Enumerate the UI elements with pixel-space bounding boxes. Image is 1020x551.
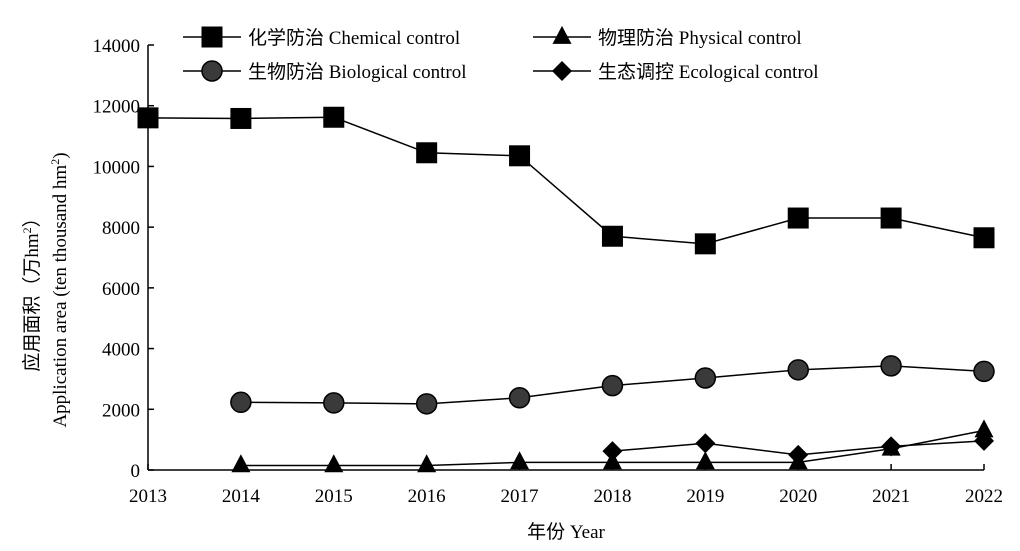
y-tick-label: 8000 [102,218,140,239]
series-biological-point [880,355,902,377]
x-ticks: 2013 2014 2015 2016 2017 2018 2019 2020 2021 2022 [129,464,1003,507]
series-biological-point [323,392,345,414]
series-biological-point [415,393,438,415]
series-chemical-point [880,207,902,229]
legend-marker [201,60,223,82]
axes [147,45,984,471]
series-chemical-point [601,225,623,247]
series-ecological-point [602,441,623,462]
series-ecological-point [695,433,716,454]
series-physical-point [510,451,530,470]
legend-marker [201,26,223,48]
legend-marker [552,61,572,81]
x-tick-label: 2020 [779,486,817,507]
legend: 化学防治 Chemical control 物理防治 Physical contr… [183,25,819,83]
legend-label: 生态调控 Ecological control [598,61,819,83]
series-chemical-point [323,106,345,128]
legend-item-physical: 物理防治 Physical control [533,25,802,49]
y-tick-label: 0 [131,461,141,482]
series-physical-point [324,454,344,473]
series-chemical-point [416,142,438,164]
series-biological-point [694,367,717,389]
series-biological-point [973,360,995,383]
series-biological-point [508,387,531,409]
legend-label: 化学防治 Chemical control [248,27,460,49]
series-physical-point [695,451,715,470]
series-chemical-point [787,207,809,229]
x-axis-title: 年份 Year [527,521,605,543]
x-tick-label: 2021 [872,486,910,507]
series-physical-point [974,419,994,438]
series-ecological [602,430,994,465]
series-chemical-point [230,107,252,129]
y-tick-label: 6000 [102,279,140,300]
y-axis-title-cn: 应用面积（万hm2） [20,208,43,371]
series-physical-point [231,454,251,473]
legend-label: 物理防治 Physical control [598,27,802,49]
series-biological-point [787,359,809,381]
series-ecological-point [974,430,994,451]
series-chemical-point [694,233,716,255]
y-tick-label: 14000 [93,36,141,57]
x-tick-label: 2022 [965,486,1003,507]
y-tick-label: 2000 [102,400,140,421]
legend-item-ecological: 生态调控 Ecological control [533,61,819,83]
y-tick-label: 12000 [93,97,141,118]
series-biological [230,355,995,415]
series-layer [137,106,995,473]
x-tick-label: 2014 [222,486,261,507]
y-axis-title-en: Application area (ten thousand hm2) [48,152,71,427]
y-ticks: 0 2000 4000 6000 8000 10000 12000 14000 [93,36,154,482]
series-chemical-point [973,227,995,249]
series-biological-point [601,374,624,397]
series-chemical-point [509,145,531,167]
legend-item-chemical: 化学防治 Chemical control [183,26,460,49]
x-tick-label: 2016 [408,486,446,507]
series-chemical-line [147,116,985,245]
series-chemical [137,106,995,255]
legend-item-biological: 生物防治 Biological control [183,60,466,83]
y-axis-title: 应用面积（万hm2） Application area (ten thousan… [20,152,71,427]
x-tick-label: 2019 [686,486,724,507]
x-tick-label: 2017 [501,486,539,507]
legend-label: 生物防治 Biological control [248,61,466,83]
x-tick-label: 2015 [315,486,353,507]
y-axis-title-en-sup: 2 [48,159,62,165]
series-ecological-point [881,436,902,457]
series-chemical-point [137,107,159,129]
series-physical-point [417,454,437,473]
y-tick-label: 10000 [93,157,141,178]
y-tick-label: 4000 [102,340,140,361]
y-axis-title-cn-sup: 2 [20,227,34,233]
legend-marker [552,25,572,44]
series-ecological-point [788,444,809,465]
series-biological-point [230,391,252,414]
x-tick-label: 2013 [129,486,167,507]
x-tick-label: 2018 [593,486,631,507]
